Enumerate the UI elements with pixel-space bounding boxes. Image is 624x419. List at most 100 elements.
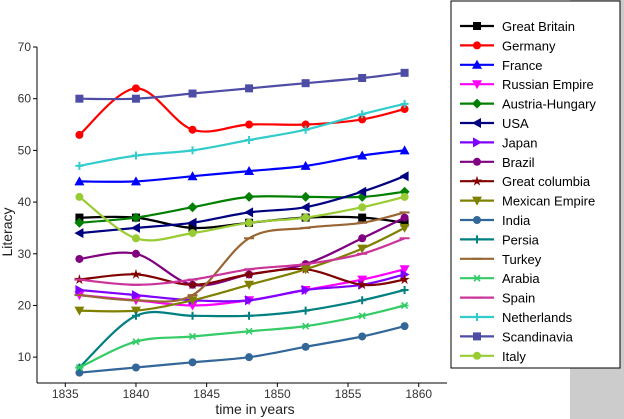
data-point <box>301 322 310 330</box>
data-point <box>188 332 197 341</box>
series-line-germany <box>78 87 405 136</box>
legend-item-mexican-empire: Mexican Empire <box>460 194 595 209</box>
data-point <box>75 368 84 377</box>
series-persia <box>75 285 409 372</box>
legend-marker <box>473 137 482 148</box>
data-point <box>399 145 410 155</box>
legend-marker <box>472 196 482 206</box>
legend-marker <box>472 80 482 90</box>
series-turkey <box>74 211 410 303</box>
series-line-scandinavia <box>79 71 405 101</box>
data-point <box>358 110 367 119</box>
x-tick-label: 1840 <box>123 387 150 401</box>
legend-item-germany: Germany <box>460 38 556 53</box>
data-point <box>399 274 410 285</box>
legend-marker <box>473 216 481 224</box>
data-point <box>187 279 198 290</box>
legend-label: Italy <box>502 349 526 364</box>
data-point <box>400 301 409 310</box>
series-line-france <box>79 149 405 183</box>
legend-label: Japan <box>502 135 537 150</box>
data-point <box>188 125 197 134</box>
data-point <box>357 186 367 197</box>
legend-item-india: India <box>460 213 531 228</box>
legend-label: Arabia <box>502 271 540 286</box>
data-point <box>400 269 410 280</box>
data-point <box>357 244 368 254</box>
data-point <box>74 217 85 228</box>
x-tick-label: 1845 <box>193 387 220 401</box>
legend-item-great-columbia: Great columbia <box>460 174 591 189</box>
data-point <box>301 120 310 129</box>
data-point <box>131 151 140 160</box>
legend-label: Russian Empire <box>502 77 594 92</box>
legend-item-brazil: Brazil <box>460 155 535 170</box>
data-point <box>357 150 368 160</box>
data-point <box>131 338 140 346</box>
data-point <box>75 94 84 103</box>
data-point <box>399 223 410 233</box>
legend-item-spain: Spain <box>460 291 535 306</box>
data-point <box>188 358 197 367</box>
data-point <box>358 115 367 124</box>
data-point <box>358 296 367 305</box>
data-point <box>301 79 310 88</box>
legend-label: India <box>502 213 531 228</box>
data-point <box>75 130 84 139</box>
legend-label: Great columbia <box>502 174 591 189</box>
x-tick-group: 1835 1840 1845 1850 1855 1860 <box>52 383 432 401</box>
legend-marker <box>472 118 481 128</box>
data-point <box>244 207 254 218</box>
legend-label: Mexican Empire <box>502 194 595 209</box>
legend-item-arabia: Arabia <box>460 271 540 286</box>
legend-marker <box>472 59 482 69</box>
data-point <box>400 213 409 222</box>
data-point <box>188 89 197 98</box>
data-point <box>131 290 141 301</box>
y-tick-label: 70 <box>18 40 32 54</box>
legend-marker <box>473 41 481 50</box>
data-point <box>243 268 255 279</box>
data-point <box>244 166 255 176</box>
series-group <box>74 68 410 377</box>
data-point <box>130 222 140 233</box>
legend-item-scandinavia: Scandinavia <box>460 329 574 344</box>
data-point <box>245 120 254 129</box>
data-point <box>301 306 310 315</box>
data-point <box>187 217 197 228</box>
data-point <box>131 84 140 93</box>
data-point <box>245 353 254 362</box>
series-arabia <box>75 301 409 372</box>
legend-item-russian-empire: Russian Empire <box>460 77 594 92</box>
legend-marker <box>473 274 481 282</box>
x-tick-label: 1835 <box>52 387 79 401</box>
legend-marker <box>471 175 483 186</box>
data-point <box>188 229 197 238</box>
data-point <box>244 280 255 290</box>
legend-label: Netherlands <box>502 310 573 325</box>
y-axis-title: Literacy <box>0 207 15 256</box>
legend-item-italy: Italy <box>460 349 526 364</box>
data-point <box>358 234 367 243</box>
x-axis-title: time in years <box>215 401 294 417</box>
data-point <box>400 218 409 227</box>
y-tick-label: 40 <box>18 195 32 209</box>
legend-marker <box>473 313 481 321</box>
data-point <box>400 99 409 108</box>
data-point <box>131 363 140 372</box>
data-point <box>130 306 141 316</box>
data-point <box>301 125 310 134</box>
data-point <box>245 327 254 335</box>
legend-label: France <box>502 58 542 73</box>
data-point <box>188 146 197 155</box>
x-tick-label: 1860 <box>405 387 432 401</box>
data-point <box>75 161 84 170</box>
data-point <box>187 296 198 306</box>
series-line-spain <box>79 237 405 286</box>
data-point <box>356 279 368 290</box>
data-point <box>400 192 409 201</box>
data-point <box>131 311 140 320</box>
series-line-india <box>79 325 405 374</box>
data-point <box>301 213 310 222</box>
